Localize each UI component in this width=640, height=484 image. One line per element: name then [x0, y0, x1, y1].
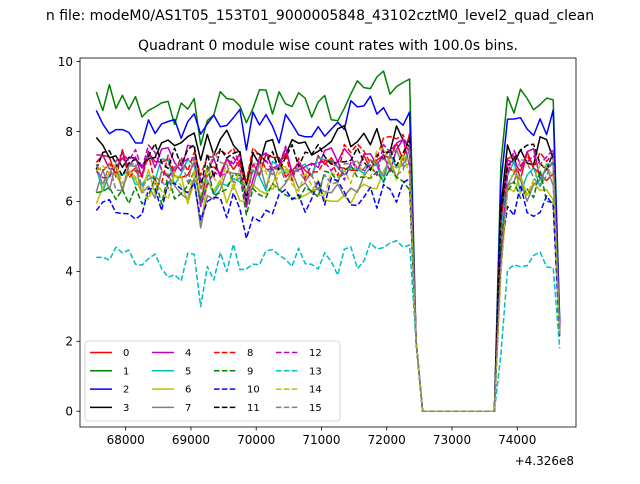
legend-label-2: 2 — [123, 385, 129, 396]
figure-suptitle: n file: modeM0/AS1T05_153T01_9000005848_… — [46, 8, 594, 24]
legend-label-8: 8 — [247, 348, 253, 359]
x-tick-label: 73000 — [433, 433, 471, 447]
x-axis-offset-label: +4.326e8 — [515, 454, 574, 468]
y-tick-label: 0 — [65, 405, 73, 419]
y-tick-label: 4 — [65, 265, 73, 279]
legend-label-10: 10 — [247, 385, 260, 396]
x-tick-label: 70000 — [237, 433, 275, 447]
legend-label-5: 5 — [185, 366, 191, 377]
series-line-15 — [95, 147, 561, 413]
y-tick-label: 8 — [65, 125, 73, 139]
legend-label-4: 4 — [185, 348, 191, 359]
x-tick-label: 74000 — [498, 433, 536, 447]
legend-label-9: 9 — [247, 366, 253, 377]
axes-layer: 68000 69000 70000 71000 72000 73000 74000 0 2 4 6 8… — [58, 55, 577, 447]
legend-label-11: 11 — [247, 403, 260, 414]
x-tick-label: 69000 — [172, 433, 210, 447]
series-line-14 — [95, 147, 561, 413]
plot-frame — [79, 57, 577, 428]
legend-label-6: 6 — [185, 385, 191, 396]
legend-label-0: 0 — [123, 348, 129, 359]
chart-title: Quadrant 0 module wise count rates with … — [138, 38, 518, 54]
legend-label-14: 14 — [309, 385, 322, 396]
legend-label-15: 15 — [309, 403, 322, 414]
y-tick-label: 2 — [65, 335, 73, 349]
x-tick-label: 72000 — [368, 433, 406, 447]
legend-label-12: 12 — [309, 348, 322, 359]
legend-label-13: 13 — [309, 366, 322, 377]
x-tick-label: 68000 — [107, 433, 145, 447]
legend-label-7: 7 — [185, 403, 191, 414]
legend-label-3: 3 — [123, 403, 129, 414]
y-tick-label: 6 — [65, 195, 73, 209]
y-tick-label: 10 — [58, 55, 73, 69]
x-tick-label: 71000 — [302, 433, 340, 447]
series-layer — [95, 70, 561, 413]
legend-box — [84, 340, 341, 422]
series-line-10 — [95, 177, 561, 413]
legend-label-1: 1 — [123, 366, 129, 377]
